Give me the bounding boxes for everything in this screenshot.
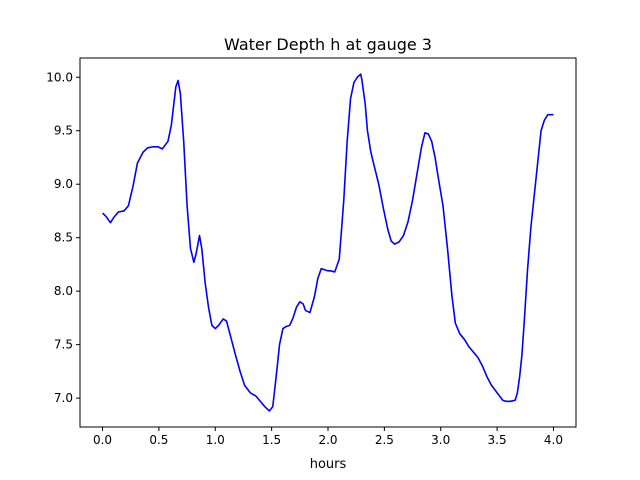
x-tick-label: 1.0 [206, 433, 225, 447]
x-tick-label: 3.5 [488, 433, 507, 447]
y-tick-label: 8.5 [54, 231, 73, 245]
y-tick-label: 9.5 [54, 124, 73, 138]
series-line-0 [101, 73, 554, 412]
y-tick-label: 7.0 [54, 391, 73, 405]
y-tick-label: 10.0 [46, 70, 73, 84]
plot-area [79, 57, 577, 428]
plot-background [80, 58, 576, 427]
x-tick-label: 3.0 [431, 433, 450, 447]
y-tick-label: 9.0 [54, 177, 73, 191]
y-tick-label: 7.5 [54, 338, 73, 352]
x-tick-label: 4.0 [544, 433, 563, 447]
x-axis-label: hours [310, 457, 347, 472]
x-tick-label: 2.0 [318, 433, 337, 447]
y-tick-label: 8.0 [54, 284, 73, 298]
y-axis-ticks: 7.0 7.5 8.0 8.5 9.0 9.5 10.0 [46, 70, 80, 405]
x-tick-label: 1.5 [262, 433, 281, 447]
x-tick-label: 0.5 [149, 433, 168, 447]
x-axis-ticks: 0.0 0.5 1.0 1.5 2.0 2.5 3.0 3.5 4.0 [93, 427, 563, 447]
chart-title: Water Depth h at gauge 3 [224, 35, 432, 54]
x-tick-label: 2.5 [375, 433, 394, 447]
x-tick-label: 0.0 [93, 433, 112, 447]
